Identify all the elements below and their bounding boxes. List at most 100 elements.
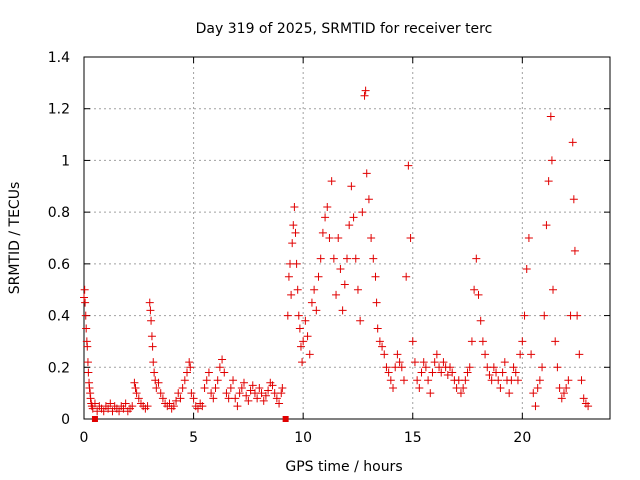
data-point [106,399,115,408]
data-point [347,182,356,191]
data-point [299,337,308,346]
data-point [367,234,376,242]
data-point [430,358,439,367]
data-point [353,285,362,294]
data-point [577,376,586,385]
data-point [513,376,522,385]
data-point [329,254,338,263]
data-point [80,285,89,294]
data-point [505,389,514,398]
data-point [360,91,369,100]
data-point [218,355,227,364]
x-tick-label: 10 [294,430,312,446]
data-point [393,350,402,359]
data-point [200,383,209,392]
data-point [323,202,332,211]
data-point [82,324,91,333]
data-point [257,389,266,398]
data-point [448,368,457,377]
data-point [568,138,577,147]
data-point [172,396,181,405]
data-point [325,234,334,242]
data-point [389,383,398,392]
data-point [544,177,553,186]
data-point [382,363,391,372]
data-point [261,391,270,400]
data-point [547,156,556,165]
data-point [305,350,314,359]
data-point [478,337,487,346]
data-point [233,402,242,411]
data-points [80,86,593,416]
y-tick-label: 0.6 [48,257,70,273]
data-point [404,161,413,170]
data-point [283,311,292,320]
data-point [316,254,325,263]
y-tick-label: 0.4 [48,309,70,325]
data-point [527,350,536,359]
data-point [569,195,578,204]
data-point [380,350,389,359]
data-point [524,234,533,242]
data-point [522,265,531,274]
data-point [292,259,301,268]
x-tick-label: 0 [80,430,89,446]
data-point [413,376,422,385]
data-point [371,272,380,281]
data-point [143,402,152,411]
x-axis-label: GPS time / hours [285,459,402,475]
data-point [289,221,298,230]
x-tick-label: 5 [189,430,198,446]
y-axis-label: SRMTID / TECUs [7,182,23,295]
data-point [461,376,470,385]
data-point [277,389,286,398]
data-point [202,376,211,385]
data-point [467,337,476,346]
data-point [472,254,481,263]
data-point [231,394,240,403]
data-point [310,285,319,294]
data-point [415,383,424,392]
chart-title: Day 319 of 2025, SRMTID for receiver ter… [196,21,493,37]
data-point [557,394,566,403]
data-point [121,399,130,408]
data-point [562,383,571,392]
data-point [395,358,404,367]
data-point [90,399,99,408]
data-point [463,368,472,377]
y-tick-label: 0.8 [48,205,70,221]
x-tick-label: 20 [513,430,531,446]
data-point [538,363,547,372]
data-point [128,402,137,411]
data-point [529,389,538,398]
data-point [432,350,441,359]
data-point [301,316,310,325]
data-point [85,383,94,392]
data-point [99,407,108,416]
data-point [373,324,382,333]
data-point [369,254,378,263]
data-point [459,383,468,392]
data-point [115,407,124,416]
data-point [334,234,343,242]
data-point [198,402,207,411]
data-point [193,404,202,413]
y-axis-ticks: 0 0.2 0.4 0.6 0.8 1 1.2 1.4 [48,50,610,428]
data-point [358,208,367,217]
data-point [364,195,373,204]
data-point [540,311,549,320]
data-point [386,376,395,385]
data-point [148,342,157,351]
data-point [248,381,257,390]
data-point [437,368,446,377]
data-point [288,239,297,248]
data-point [222,389,231,398]
data-point [226,383,235,392]
data-point [476,316,485,325]
data-point [186,363,195,372]
data-point [361,86,370,95]
data-point [470,285,479,294]
data-point [185,358,194,367]
data-point [312,306,321,315]
